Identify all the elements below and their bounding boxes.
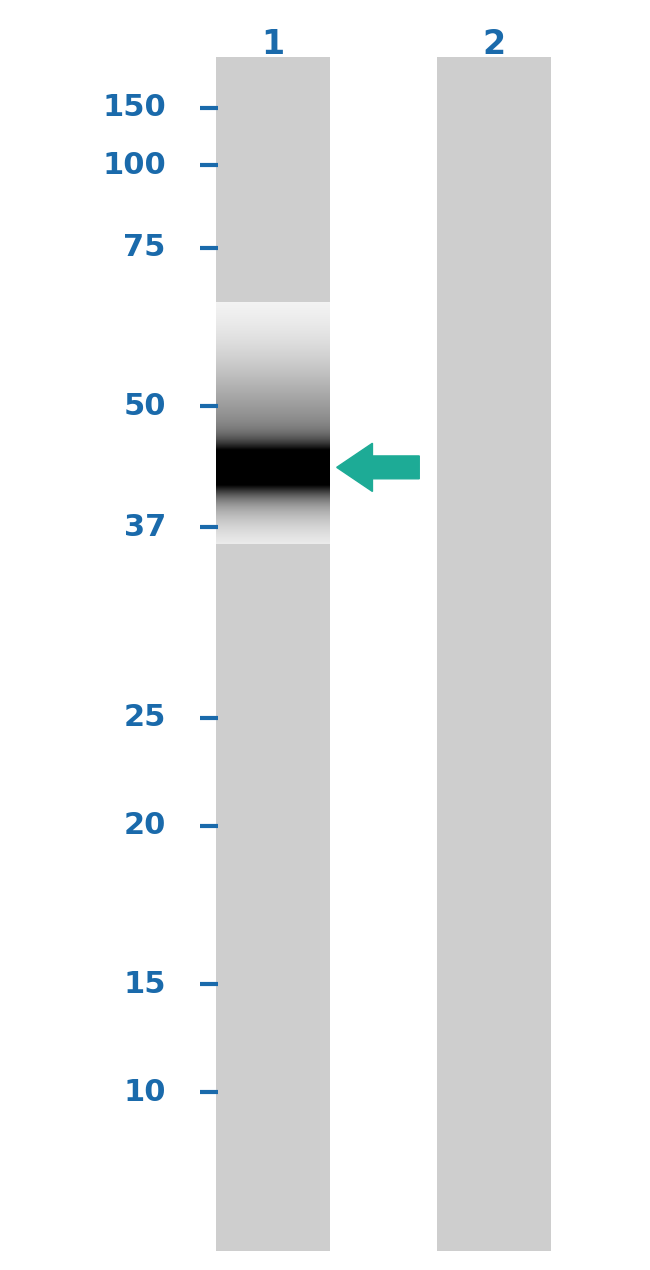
Text: 10: 10 — [124, 1078, 166, 1106]
Text: 75: 75 — [124, 234, 166, 262]
FancyArrow shape — [337, 443, 419, 491]
Text: 20: 20 — [124, 812, 166, 839]
Text: 2: 2 — [482, 28, 506, 61]
Bar — [216, 57, 330, 1251]
Text: 1: 1 — [261, 28, 285, 61]
Text: 15: 15 — [124, 970, 166, 998]
Text: 100: 100 — [102, 151, 166, 179]
Text: 50: 50 — [124, 392, 166, 420]
Text: 150: 150 — [102, 94, 166, 122]
Text: 37: 37 — [124, 513, 166, 541]
Bar — [437, 57, 551, 1251]
Text: 25: 25 — [124, 704, 166, 732]
